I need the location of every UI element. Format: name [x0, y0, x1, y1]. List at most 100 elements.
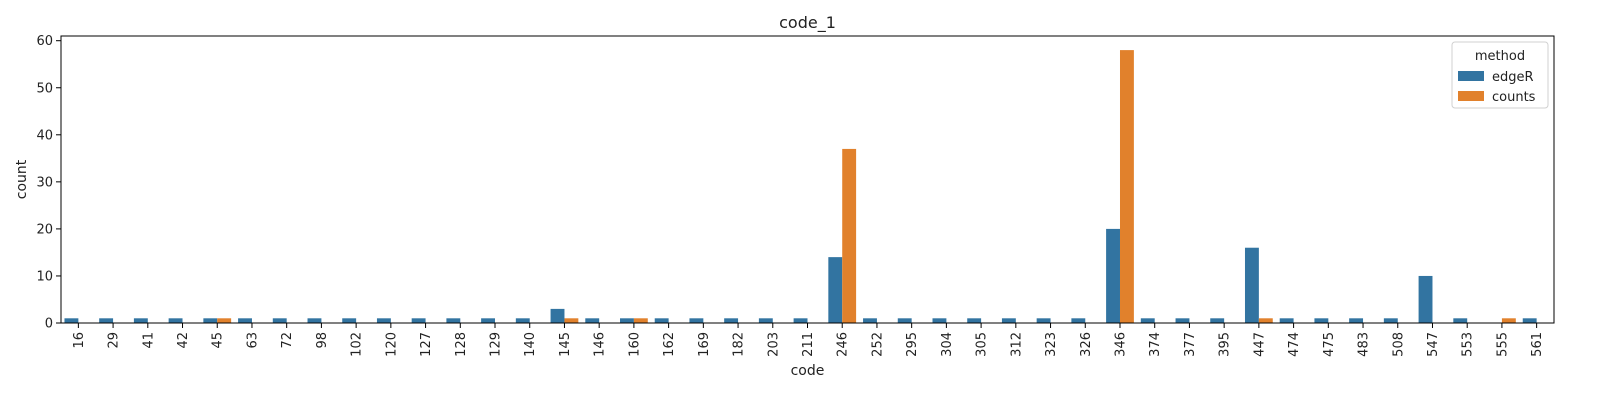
- bar-counts-555: [1501, 318, 1516, 323]
- bar-edgeR-203: [758, 318, 773, 323]
- legend-label-edgeR: edgeR: [1492, 70, 1534, 85]
- x-tick-label-203: 203: [766, 332, 781, 357]
- x-tick-label-42: 42: [176, 332, 191, 349]
- bar-edgeR-326: [1071, 318, 1086, 323]
- y-axis: 0 10 20 30 40 50 60: [36, 34, 61, 332]
- bar-edgeR-129: [481, 318, 496, 323]
- x-tick-label-508: 508: [1391, 332, 1406, 357]
- x-tick-label-120: 120: [384, 332, 399, 357]
- bar-counts-145: [564, 318, 579, 323]
- x-tick-label-72: 72: [280, 332, 295, 349]
- bar-edgeR-305: [967, 318, 982, 323]
- x-tick-label-140: 140: [523, 332, 538, 357]
- x-tick-label-102: 102: [350, 332, 365, 357]
- y-tick-label-30: 30: [36, 175, 53, 190]
- x-tick-label-146: 146: [593, 332, 608, 357]
- x-axis-title: code: [791, 363, 825, 379]
- x-tick-label-447: 447: [1252, 332, 1267, 357]
- x-tick-label-305: 305: [975, 332, 990, 357]
- bar-edgeR-16: [64, 318, 79, 323]
- bar-counts-160: [633, 318, 648, 323]
- x-tick-label-127: 127: [419, 332, 434, 357]
- bar-edgeR-98: [307, 318, 322, 323]
- y-tick-label-20: 20: [36, 222, 53, 237]
- bar-edgeR-29: [99, 318, 114, 323]
- legend-label-counts: counts: [1492, 90, 1536, 105]
- bar-edgeR-140: [515, 318, 530, 323]
- bar-edgeR-508: [1383, 318, 1398, 323]
- x-tick-label-326: 326: [1079, 332, 1094, 357]
- bar-edgeR-474: [1279, 318, 1294, 323]
- bar-edgeR-447: [1244, 247, 1259, 323]
- bar-edgeR-63: [238, 318, 252, 323]
- bar-edgeR-312: [1001, 318, 1016, 323]
- bar-edgeR-145: [550, 308, 565, 323]
- legend: method edgeR counts: [1451, 41, 1549, 109]
- y-tick-label-10: 10: [36, 269, 53, 284]
- bar-edgeR-146: [585, 318, 600, 323]
- x-tick-label-211: 211: [801, 332, 816, 357]
- bar-edgeR-374: [1140, 318, 1155, 323]
- x-tick-label-377: 377: [1183, 332, 1198, 357]
- x-tick-label-63: 63: [245, 332, 260, 349]
- x-tick-label-475: 475: [1322, 332, 1337, 357]
- x-tick-label-29: 29: [107, 332, 122, 349]
- x-tick-label-474: 474: [1287, 332, 1302, 357]
- bar-edgeR-41: [133, 318, 148, 323]
- bar-counts-346: [1119, 50, 1134, 324]
- x-tick-label-374: 374: [1148, 332, 1163, 357]
- bar-edgeR-182: [724, 318, 739, 323]
- x-tick-label-160: 160: [627, 332, 642, 357]
- x-tick-label-162: 162: [662, 332, 677, 357]
- x-tick-label-547: 547: [1426, 332, 1441, 357]
- x-tick-label-304: 304: [940, 332, 955, 357]
- bar-edgeR-252: [863, 318, 877, 323]
- bar-edgeR-120: [376, 318, 391, 323]
- bar-edgeR-547: [1418, 275, 1433, 323]
- x-tick-label-555: 555: [1495, 332, 1510, 357]
- bar-counts-447: [1258, 318, 1273, 323]
- bar-edgeR-395: [1210, 318, 1225, 323]
- x-tick-label-553: 553: [1461, 332, 1476, 357]
- bar-edgeR-102: [342, 318, 357, 323]
- y-tick-label-0: 0: [45, 317, 53, 332]
- bar-edgeR-346: [1106, 228, 1120, 323]
- x-tick-label-98: 98: [315, 332, 330, 349]
- bar-edgeR-295: [897, 318, 912, 323]
- bars-layer: [64, 50, 1537, 324]
- x-tick-label-312: 312: [1009, 332, 1024, 357]
- y-tick-label-60: 60: [36, 34, 53, 49]
- plot-frame: [60, 35, 1555, 324]
- bar-edgeR-160: [620, 318, 634, 323]
- x-tick-label-182: 182: [732, 332, 747, 357]
- bar-edgeR-323: [1036, 318, 1051, 323]
- y-axis-title: count: [14, 159, 30, 199]
- x-tick-label-129: 129: [489, 332, 504, 357]
- bar-edgeR-72: [272, 318, 287, 323]
- bar-counts-246: [842, 148, 857, 323]
- bar-edgeR-42: [168, 318, 183, 323]
- x-tick-label-323: 323: [1044, 332, 1059, 357]
- x-tick-label-41: 41: [141, 332, 156, 349]
- x-tick-label-346: 346: [1113, 332, 1128, 357]
- x-tick-label-561: 561: [1530, 332, 1545, 357]
- legend-title: method: [1475, 49, 1525, 64]
- x-tick-label-45: 45: [211, 332, 226, 349]
- x-tick-label-169: 169: [697, 332, 712, 357]
- bar-edgeR-377: [1175, 318, 1190, 323]
- bar-edgeR-45: [203, 318, 218, 323]
- x-tick-label-246: 246: [836, 332, 851, 357]
- bar-counts-45: [217, 318, 232, 323]
- bar-edgeR-211: [793, 318, 808, 323]
- y-tick-label-40: 40: [36, 128, 53, 143]
- x-tick-label-483: 483: [1357, 332, 1372, 357]
- bar-edgeR-304: [932, 318, 947, 323]
- bar-edgeR-475: [1314, 318, 1329, 323]
- x-tick-label-295: 295: [905, 332, 920, 357]
- x-axis: 16 29 41 42 45 63 72 98 102 120 127 128 129 140 145 146…: [72, 323, 1545, 357]
- bar-edgeR-128: [446, 318, 461, 323]
- legend-swatch-counts: [1458, 91, 1484, 101]
- y-tick-label-50: 50: [36, 81, 53, 96]
